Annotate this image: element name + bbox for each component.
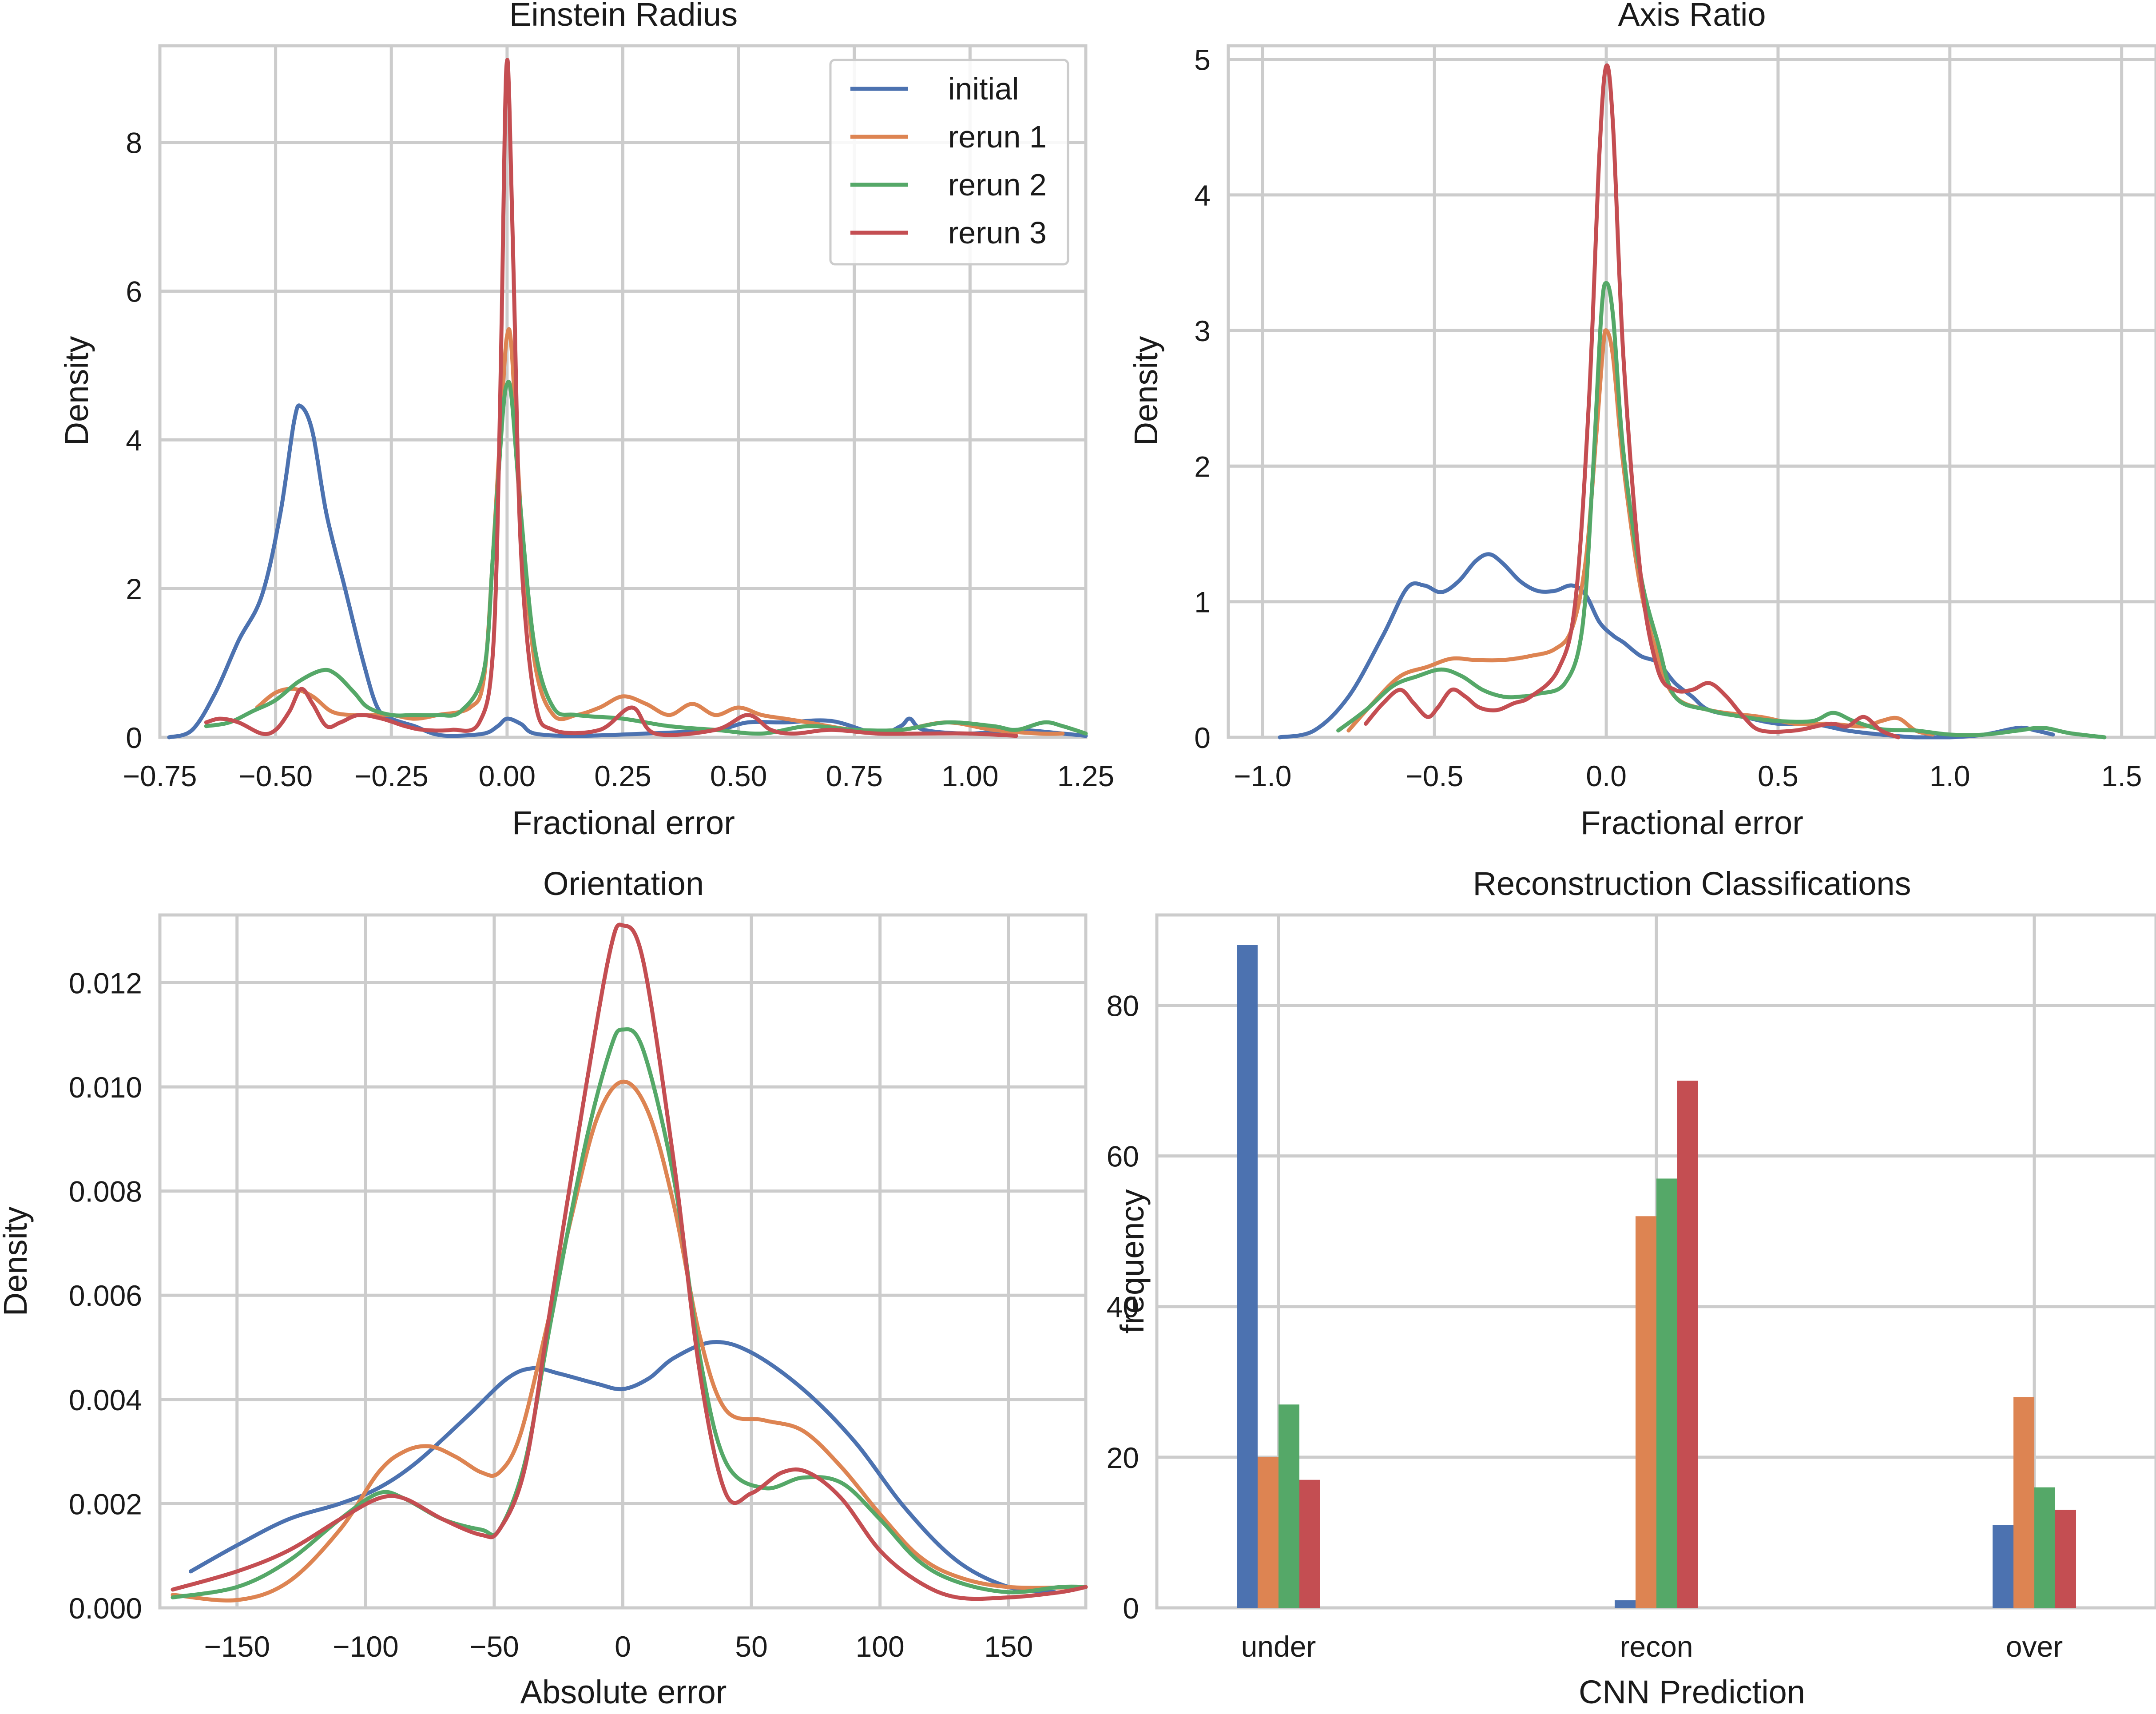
panel-1: −0.75 −0.50 −0.25 0.00 0.25 0.50 0.75 1.00 1.25 0…	[58, 0, 1114, 841]
x-tick-label: 50	[735, 1630, 767, 1663]
series-line-rerun-1	[255, 327, 1065, 736]
x-tick-label: −0.75	[123, 760, 197, 792]
x-tick-label: −50	[469, 1630, 519, 1663]
x-tick-label: 0.50	[710, 760, 767, 792]
series-line-rerun-3	[171, 923, 1088, 1601]
x-axis-label: Fractional error	[512, 804, 735, 841]
y-tick-label: 20	[1107, 1441, 1139, 1474]
x-tick-label: 1.5	[2101, 760, 2142, 792]
y-tick-label: 0.010	[69, 1071, 142, 1104]
y-axis-label: Density	[0, 1207, 34, 1316]
x-tick-label: −1.0	[1234, 760, 1291, 792]
panel-title: Orientation	[543, 865, 704, 902]
y-tick-label: 0.002	[69, 1487, 142, 1520]
y-tick-label: 0.000	[69, 1592, 142, 1625]
panel-4: under recon over 0 20 40 60 80 Reconstruction Cl…	[1107, 865, 2156, 1710]
y-tick-label: 0	[126, 721, 142, 754]
y-tick-label: 0.004	[69, 1384, 142, 1416]
bar-under-rerun-2	[1279, 1404, 1299, 1608]
plot-frame	[1227, 44, 2156, 739]
legend-box	[829, 59, 1069, 266]
x-tick-label: 1.0	[1930, 760, 1970, 792]
x-tick-label: 1.25	[1057, 760, 1114, 792]
y-tick-label: 2	[1194, 450, 1211, 483]
legend-label: rerun 1	[948, 119, 1047, 154]
series-line-rerun-2	[171, 1027, 1088, 1599]
bar-recon-rerun-2	[1656, 1178, 1677, 1608]
x-tick-label: 100	[856, 1630, 905, 1663]
y-tick-label: 5	[1194, 44, 1211, 76]
x-tick-label: 0.0	[1586, 760, 1627, 792]
bar-recon-rerun-3	[1677, 1081, 1698, 1608]
y-tick-label: 80	[1107, 989, 1139, 1022]
y-tick-label: 6	[126, 275, 142, 308]
series-line-rerun-2	[1336, 281, 2107, 740]
series-line-rerun-1	[1346, 328, 1935, 737]
series-line-rerun-3	[204, 58, 1019, 738]
plot-frame	[158, 913, 1088, 1610]
x-axis-label: Fractional error	[1580, 804, 1803, 841]
y-axis-label: Density	[58, 336, 95, 446]
panel-3: −150 −100 −50 0 50 100 150 0.000 0.002 0.004 0.006…	[0, 865, 1088, 1710]
x-tick-label: 1.00	[941, 760, 998, 792]
series-line-initial	[1278, 552, 2055, 740]
x-tick-label: −0.5	[1406, 760, 1463, 792]
x-tick-label: −0.50	[238, 760, 313, 792]
x-axis-label: Absolute error	[520, 1674, 727, 1710]
y-tick-label: 1	[1194, 586, 1211, 619]
series-line-rerun-3	[1364, 63, 1901, 740]
y-tick-label: 8	[126, 127, 142, 159]
bar-over-rerun-2	[2034, 1487, 2055, 1608]
panel-title: Axis Ratio	[1618, 0, 1766, 33]
bar-recon-initial	[1615, 1600, 1636, 1608]
panel-title: Einstein Radius	[509, 0, 738, 33]
bar-under-rerun-1	[1258, 1457, 1279, 1608]
bar-over-initial	[1993, 1525, 2013, 1608]
y-tick-label: 0.012	[69, 966, 142, 999]
x-tick-label: under	[1241, 1630, 1316, 1663]
plot-frame	[158, 44, 1088, 739]
panel-2: −1.0 −0.5 0.0 0.5 1.0 1.5 0 1 2 3 4 5 Axis Ratio Frac…	[1128, 0, 2156, 841]
bar-recon-rerun-1	[1636, 1216, 1656, 1608]
bar-under-rerun-3	[1299, 1479, 1320, 1608]
y-axis-label: Density	[1128, 336, 1164, 446]
y-tick-label: 4	[1194, 179, 1211, 212]
x-axis-label: CNN Prediction	[1579, 1674, 1805, 1710]
y-tick-label: 0	[1123, 1592, 1139, 1625]
y-tick-label: 2	[126, 573, 142, 605]
panel-title: Reconstruction Classifications	[1473, 865, 1911, 902]
y-tick-label: 0	[1194, 721, 1211, 754]
x-tick-label: 0.75	[826, 760, 883, 792]
y-tick-label: 40	[1107, 1291, 1139, 1324]
legend-label: initial	[948, 72, 1019, 106]
legend-label: rerun 3	[948, 215, 1047, 250]
x-tick-label: recon	[1620, 1630, 1693, 1663]
series-line-rerun-1	[171, 1079, 1088, 1603]
y-tick-label: 0.006	[69, 1279, 142, 1312]
series-line-initial	[189, 1340, 1057, 1595]
bar-under-initial	[1237, 945, 1258, 1608]
y-tick-label: 4	[126, 424, 142, 457]
y-tick-label: 60	[1107, 1140, 1139, 1173]
x-tick-label: 0.5	[1758, 760, 1799, 792]
x-tick-label: 0.00	[479, 760, 536, 792]
y-axis-label: frequency	[1114, 1189, 1151, 1334]
y-tick-label: 3	[1194, 314, 1211, 347]
x-tick-label: 0	[615, 1630, 631, 1663]
x-tick-label: over	[2006, 1630, 2063, 1663]
x-tick-label: −0.25	[354, 760, 429, 792]
legend-label: rerun 2	[948, 167, 1047, 202]
bar-over-rerun-3	[2055, 1510, 2076, 1608]
x-tick-label: 0.25	[594, 760, 651, 792]
bar-over-rerun-1	[2013, 1397, 2034, 1608]
x-tick-label: −150	[204, 1630, 270, 1663]
x-tick-label: −100	[333, 1630, 399, 1663]
series-line-initial	[167, 403, 1088, 740]
y-tick-label: 0.008	[69, 1175, 142, 1208]
x-tick-label: 150	[984, 1630, 1033, 1663]
